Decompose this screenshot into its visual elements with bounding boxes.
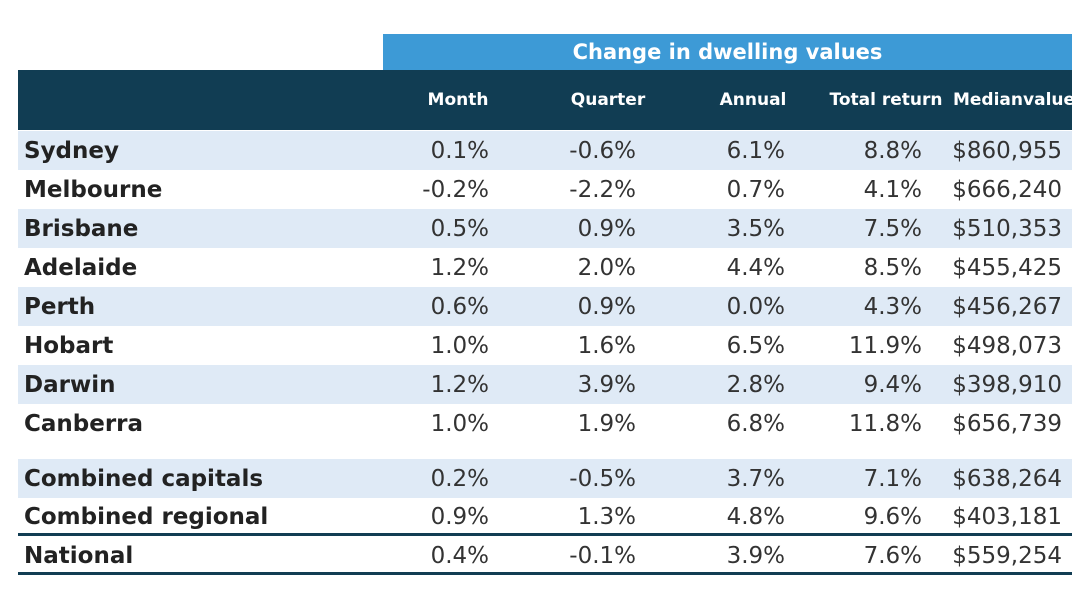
cell-total-return: 7.1% xyxy=(863,465,922,492)
column-header-month: Month xyxy=(427,90,489,110)
cell-median-value: $638,264 xyxy=(952,465,1062,492)
cell-month: 0.9% xyxy=(430,503,489,530)
cell-total-return: 8.5% xyxy=(863,254,922,281)
row-label: Combined capitals xyxy=(24,465,264,492)
row-label: Adelaide xyxy=(24,254,138,281)
cell-month: 0.5% xyxy=(430,215,489,242)
cell-quarter: 0.9% xyxy=(577,215,636,242)
table-row: Combined capitals 0.2% -0.5% 3.7% 7.1% $638,2… xyxy=(18,459,1072,498)
row-label: National xyxy=(24,542,134,569)
cell-median-value: $398,910 xyxy=(952,371,1062,398)
cell-quarter: 1.9% xyxy=(577,410,636,437)
cell-total-return: 4.3% xyxy=(863,293,922,320)
cell-total-return: 4.1% xyxy=(863,176,922,203)
cell-total-return: 8.8% xyxy=(863,137,922,164)
table-row: Darwin 1.2% 3.9% 2.8% 9.4% $398,910 xyxy=(18,365,1072,404)
cell-month: 1.2% xyxy=(430,371,489,398)
row-label: Melbourne xyxy=(24,176,163,203)
cell-month: -0.2% xyxy=(422,176,489,203)
cell-median-value: $656,739 xyxy=(952,410,1062,437)
cell-median-value: $559,254 xyxy=(952,542,1062,569)
cell-annual: 0.7% xyxy=(726,176,785,203)
table-row: Perth 0.6% 0.9% 0.0% 4.3% $456,267 xyxy=(18,287,1072,326)
row-label: Darwin xyxy=(24,371,116,398)
table-row: Combined regional 0.9% 1.3% 4.8% 9.6% $403,18… xyxy=(18,497,1072,536)
cell-annual: 6.1% xyxy=(726,137,785,164)
cell-median-value: $666,240 xyxy=(952,176,1062,203)
cell-annual: 4.8% xyxy=(726,503,785,530)
cell-quarter: -2.2% xyxy=(569,176,636,203)
cell-total-return: 9.6% xyxy=(863,503,922,530)
cell-quarter: 1.3% xyxy=(577,503,636,530)
cell-month: 0.2% xyxy=(430,465,489,492)
row-label: Hobart xyxy=(24,332,114,359)
cell-total-return: 11.8% xyxy=(848,410,922,437)
row-label: Sydney xyxy=(24,137,119,164)
table-row: Hobart 1.0% 1.6% 6.5% 11.9% $498,073 xyxy=(18,326,1072,365)
cell-median-value: $498,073 xyxy=(952,332,1062,359)
cell-quarter: 2.0% xyxy=(577,254,636,281)
cell-quarter: 0.9% xyxy=(577,293,636,320)
cell-annual: 6.5% xyxy=(726,332,785,359)
cell-annual: 3.7% xyxy=(726,465,785,492)
group-header: Change in dwelling values xyxy=(383,34,1072,70)
cell-quarter: -0.6% xyxy=(569,137,636,164)
cell-quarter: -0.5% xyxy=(569,465,636,492)
cell-median-value: $456,267 xyxy=(952,293,1062,320)
cell-median-value: $860,955 xyxy=(952,137,1062,164)
column-header-row: Month Quarter Annual Total return Median… xyxy=(18,70,1076,130)
column-header-median-value: Median value xyxy=(952,70,1076,130)
cell-median-value: $455,425 xyxy=(952,254,1062,281)
cell-month: 1.0% xyxy=(430,410,489,437)
cell-annual: 4.4% xyxy=(726,254,785,281)
cell-annual: 0.0% xyxy=(726,293,785,320)
row-label: Combined regional xyxy=(24,503,269,530)
cell-annual: 3.9% xyxy=(726,542,785,569)
table-row: Sydney 0.1% -0.6% 6.1% 8.8% $860,955 xyxy=(18,131,1072,170)
column-header-quarter: Quarter xyxy=(570,90,646,110)
cell-total-return: 9.4% xyxy=(863,371,922,398)
table-row: Brisbane 0.5% 0.9% 3.5% 7.5% $510,353 xyxy=(18,209,1072,248)
cell-annual: 6.8% xyxy=(726,410,785,437)
cell-annual: 3.5% xyxy=(726,215,785,242)
column-header-median-line2: value xyxy=(1023,90,1076,110)
table-bottom-rule xyxy=(18,572,1072,575)
cell-annual: 2.8% xyxy=(726,371,785,398)
cell-month: 0.1% xyxy=(430,137,489,164)
column-header-median-line1: Median xyxy=(952,90,1024,110)
cell-month: 1.2% xyxy=(430,254,489,281)
cell-quarter: -0.1% xyxy=(569,542,636,569)
column-header-total-return: Total return xyxy=(829,90,943,110)
table-row: National 0.4% -0.1% 3.9% 7.6% $559,254 xyxy=(18,536,1072,575)
cell-month: 1.0% xyxy=(430,332,489,359)
cell-median-value: $510,353 xyxy=(952,215,1062,242)
national-row-top-rule xyxy=(18,533,1072,536)
row-label: Canberra xyxy=(24,410,144,437)
cell-month: 0.4% xyxy=(430,542,489,569)
cell-total-return: 11.9% xyxy=(848,332,922,359)
row-label: Perth xyxy=(24,293,96,320)
cell-total-return: 7.5% xyxy=(863,215,922,242)
column-header-annual: Annual xyxy=(719,90,787,110)
table-row: Canberra 1.0% 1.9% 6.8% 11.8% $656,739 xyxy=(18,404,1072,443)
row-label: Brisbane xyxy=(24,215,139,242)
table-row: Adelaide 1.2% 2.0% 4.4% 8.5% $455,425 xyxy=(18,248,1072,287)
cell-month: 0.6% xyxy=(430,293,489,320)
cell-quarter: 1.6% xyxy=(577,332,636,359)
cell-median-value: $403,181 xyxy=(952,503,1062,530)
cell-total-return: 7.6% xyxy=(863,542,922,569)
cell-quarter: 3.9% xyxy=(577,371,636,398)
table-row: Melbourne -0.2% -2.2% 0.7% 4.1% $666,240 xyxy=(18,170,1072,209)
